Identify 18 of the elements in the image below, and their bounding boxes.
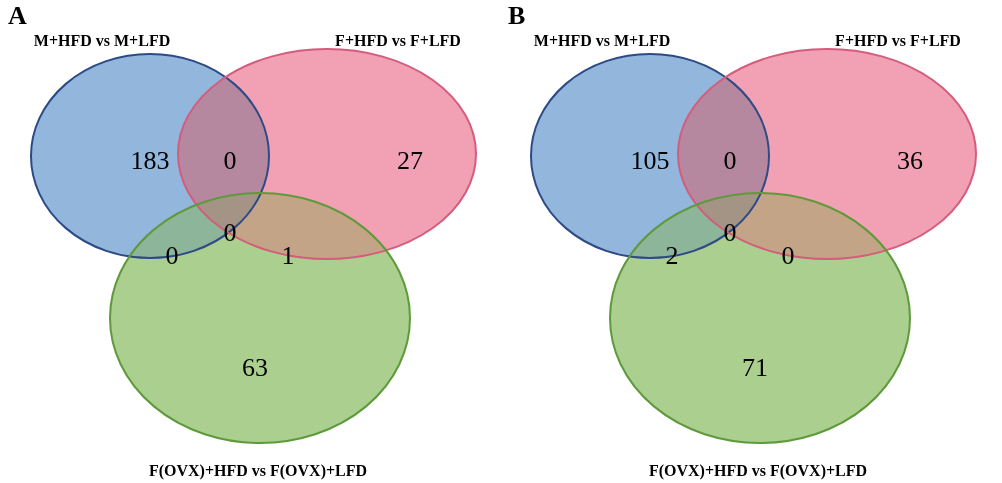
data-label: 0 [723, 145, 737, 175]
data-label: 183 [130, 145, 170, 175]
data-label: 0 [781, 240, 795, 270]
text: F(OVX)+HFD vs F(OVX)+LFD [148, 461, 368, 480]
text: F+HFD vs F+LFD [335, 31, 461, 49]
text: F(OVX)+HFD vs F(OVX)+LFD [648, 461, 868, 480]
text: M+HFD vs M+LFD [533, 31, 671, 49]
data-label: 1 [281, 240, 295, 270]
data-label: 36 [897, 145, 923, 175]
data-label: 27 [397, 145, 423, 175]
text: B [508, 0, 526, 30]
data-label: 105 [630, 145, 670, 175]
data-label: 0 [223, 145, 237, 175]
text: A [8, 0, 27, 30]
text: F+HFD vs F+LFD [835, 31, 961, 49]
data-label: 63 [242, 352, 268, 382]
data-label: 71 [742, 352, 768, 382]
text: M+HFD vs M+LFD [33, 31, 171, 49]
